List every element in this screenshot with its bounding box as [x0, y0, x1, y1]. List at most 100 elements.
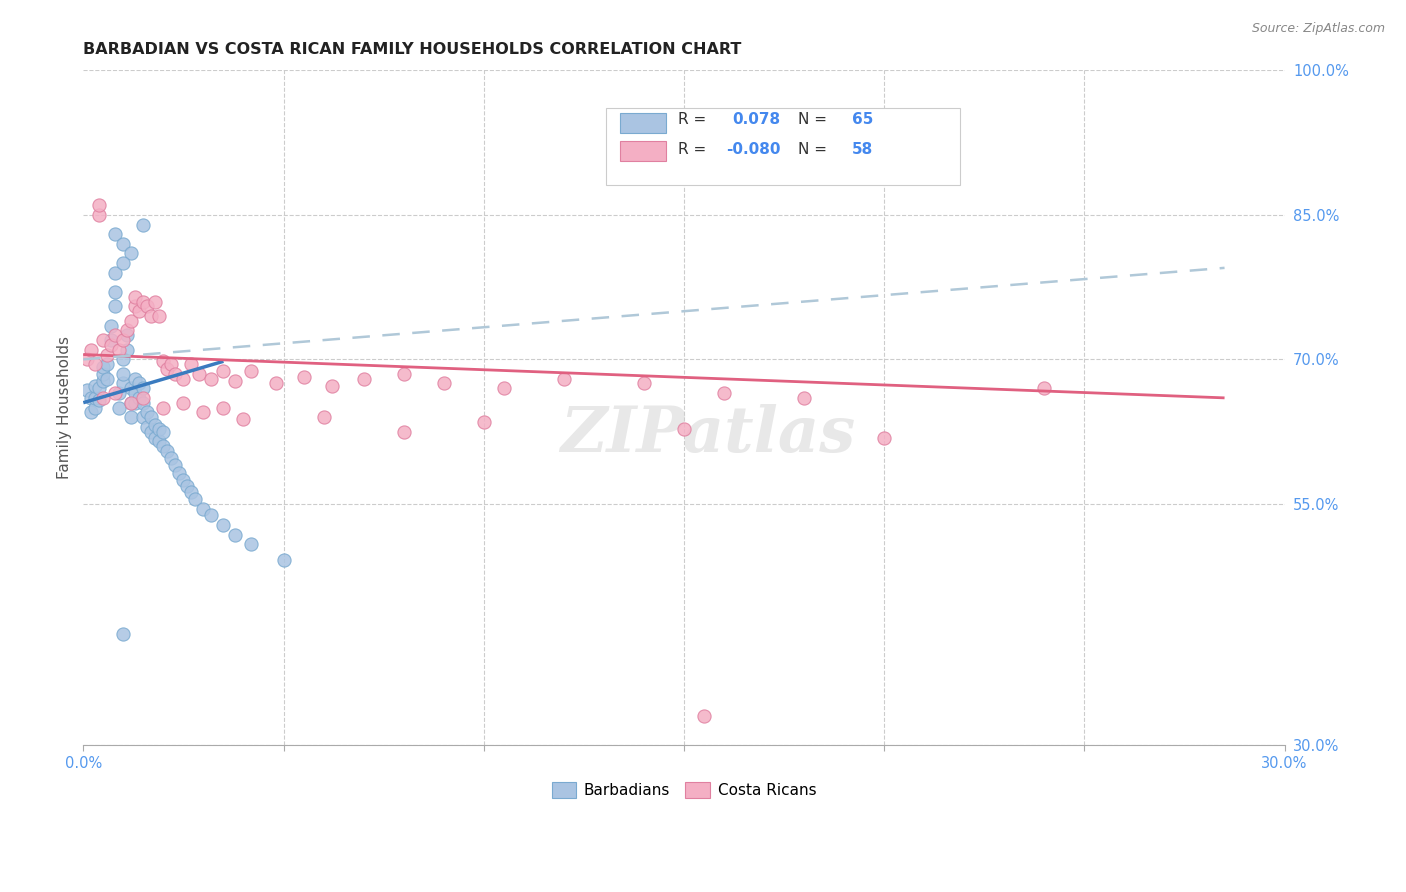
Point: [160, 357, 183, 371]
Point: [76, 383, 98, 397]
Point: [136, 405, 159, 419]
Point: [200, 371, 222, 385]
Point: [112, 352, 135, 367]
Point: [136, 419, 159, 434]
Point: [117, 323, 139, 337]
Point: [148, 434, 170, 449]
Point: [108, 343, 131, 357]
Point: [224, 527, 246, 541]
Y-axis label: Family Households: Family Households: [58, 336, 72, 479]
Point: [104, 266, 127, 280]
Point: [84, 357, 107, 371]
Point: [240, 537, 263, 551]
Point: [172, 395, 194, 409]
Point: [104, 299, 127, 313]
Point: [96, 347, 118, 361]
FancyBboxPatch shape: [620, 113, 666, 133]
Point: [353, 371, 375, 385]
Point: [132, 294, 155, 309]
Point: [169, 466, 191, 480]
Point: [145, 294, 167, 309]
Point: [100, 338, 122, 352]
Point: [120, 381, 142, 395]
Point: [152, 439, 174, 453]
Point: [141, 410, 163, 425]
Text: R =: R =: [678, 112, 711, 128]
FancyBboxPatch shape: [606, 108, 960, 185]
Point: [184, 491, 207, 506]
Point: [104, 328, 127, 343]
Point: [124, 395, 146, 409]
Point: [112, 627, 135, 641]
Point: [145, 417, 167, 432]
Point: [472, 415, 495, 429]
Text: 58: 58: [852, 142, 873, 157]
Point: [132, 391, 155, 405]
Text: ZIPatlas: ZIPatlas: [561, 404, 856, 466]
Legend: Barbadians, Costa Ricans: Barbadians, Costa Ricans: [546, 776, 823, 805]
Point: [91, 367, 114, 381]
Point: [193, 501, 215, 516]
Point: [89, 381, 111, 395]
Point: [91, 333, 114, 347]
Point: [117, 328, 139, 343]
Point: [120, 410, 142, 425]
Point: [100, 318, 122, 333]
Point: [120, 246, 142, 260]
Point: [224, 374, 246, 388]
FancyBboxPatch shape: [620, 141, 666, 161]
Point: [112, 376, 135, 391]
Point: [124, 371, 146, 385]
Point: [160, 450, 183, 465]
Point: [273, 552, 295, 566]
Point: [152, 401, 174, 415]
Point: [112, 236, 135, 251]
Point: [96, 371, 118, 385]
Point: [108, 386, 131, 401]
Point: [136, 299, 159, 313]
Point: [156, 362, 179, 376]
Point: [128, 376, 150, 391]
Point: [141, 425, 163, 439]
Point: [112, 333, 135, 347]
Point: [96, 357, 118, 371]
Point: [672, 422, 695, 436]
Point: [141, 309, 163, 323]
Text: N =: N =: [799, 142, 832, 157]
Point: [132, 410, 155, 425]
Point: [89, 208, 111, 222]
Point: [180, 485, 202, 500]
Point: [713, 386, 735, 401]
Point: [312, 410, 335, 425]
Point: [80, 343, 103, 357]
Text: -0.080: -0.080: [725, 142, 780, 157]
Point: [112, 367, 135, 381]
Point: [80, 391, 103, 405]
Point: [148, 309, 170, 323]
Point: [165, 458, 187, 473]
Point: [84, 391, 107, 405]
Point: [200, 508, 222, 523]
Point: [292, 369, 315, 384]
Point: [176, 479, 198, 493]
Point: [180, 357, 202, 371]
Point: [693, 708, 716, 723]
Point: [108, 401, 131, 415]
Point: [91, 360, 114, 375]
Point: [84, 379, 107, 393]
Point: [240, 364, 263, 378]
Point: [873, 431, 896, 445]
Point: [433, 376, 456, 391]
Point: [553, 371, 575, 385]
Point: [120, 395, 142, 409]
Point: [152, 354, 174, 368]
Text: R =: R =: [678, 142, 711, 157]
Point: [392, 367, 415, 381]
Text: N =: N =: [799, 112, 832, 128]
Point: [128, 391, 150, 405]
Point: [84, 401, 107, 415]
Point: [145, 431, 167, 445]
Point: [117, 343, 139, 357]
Point: [132, 218, 155, 232]
Point: [128, 304, 150, 318]
